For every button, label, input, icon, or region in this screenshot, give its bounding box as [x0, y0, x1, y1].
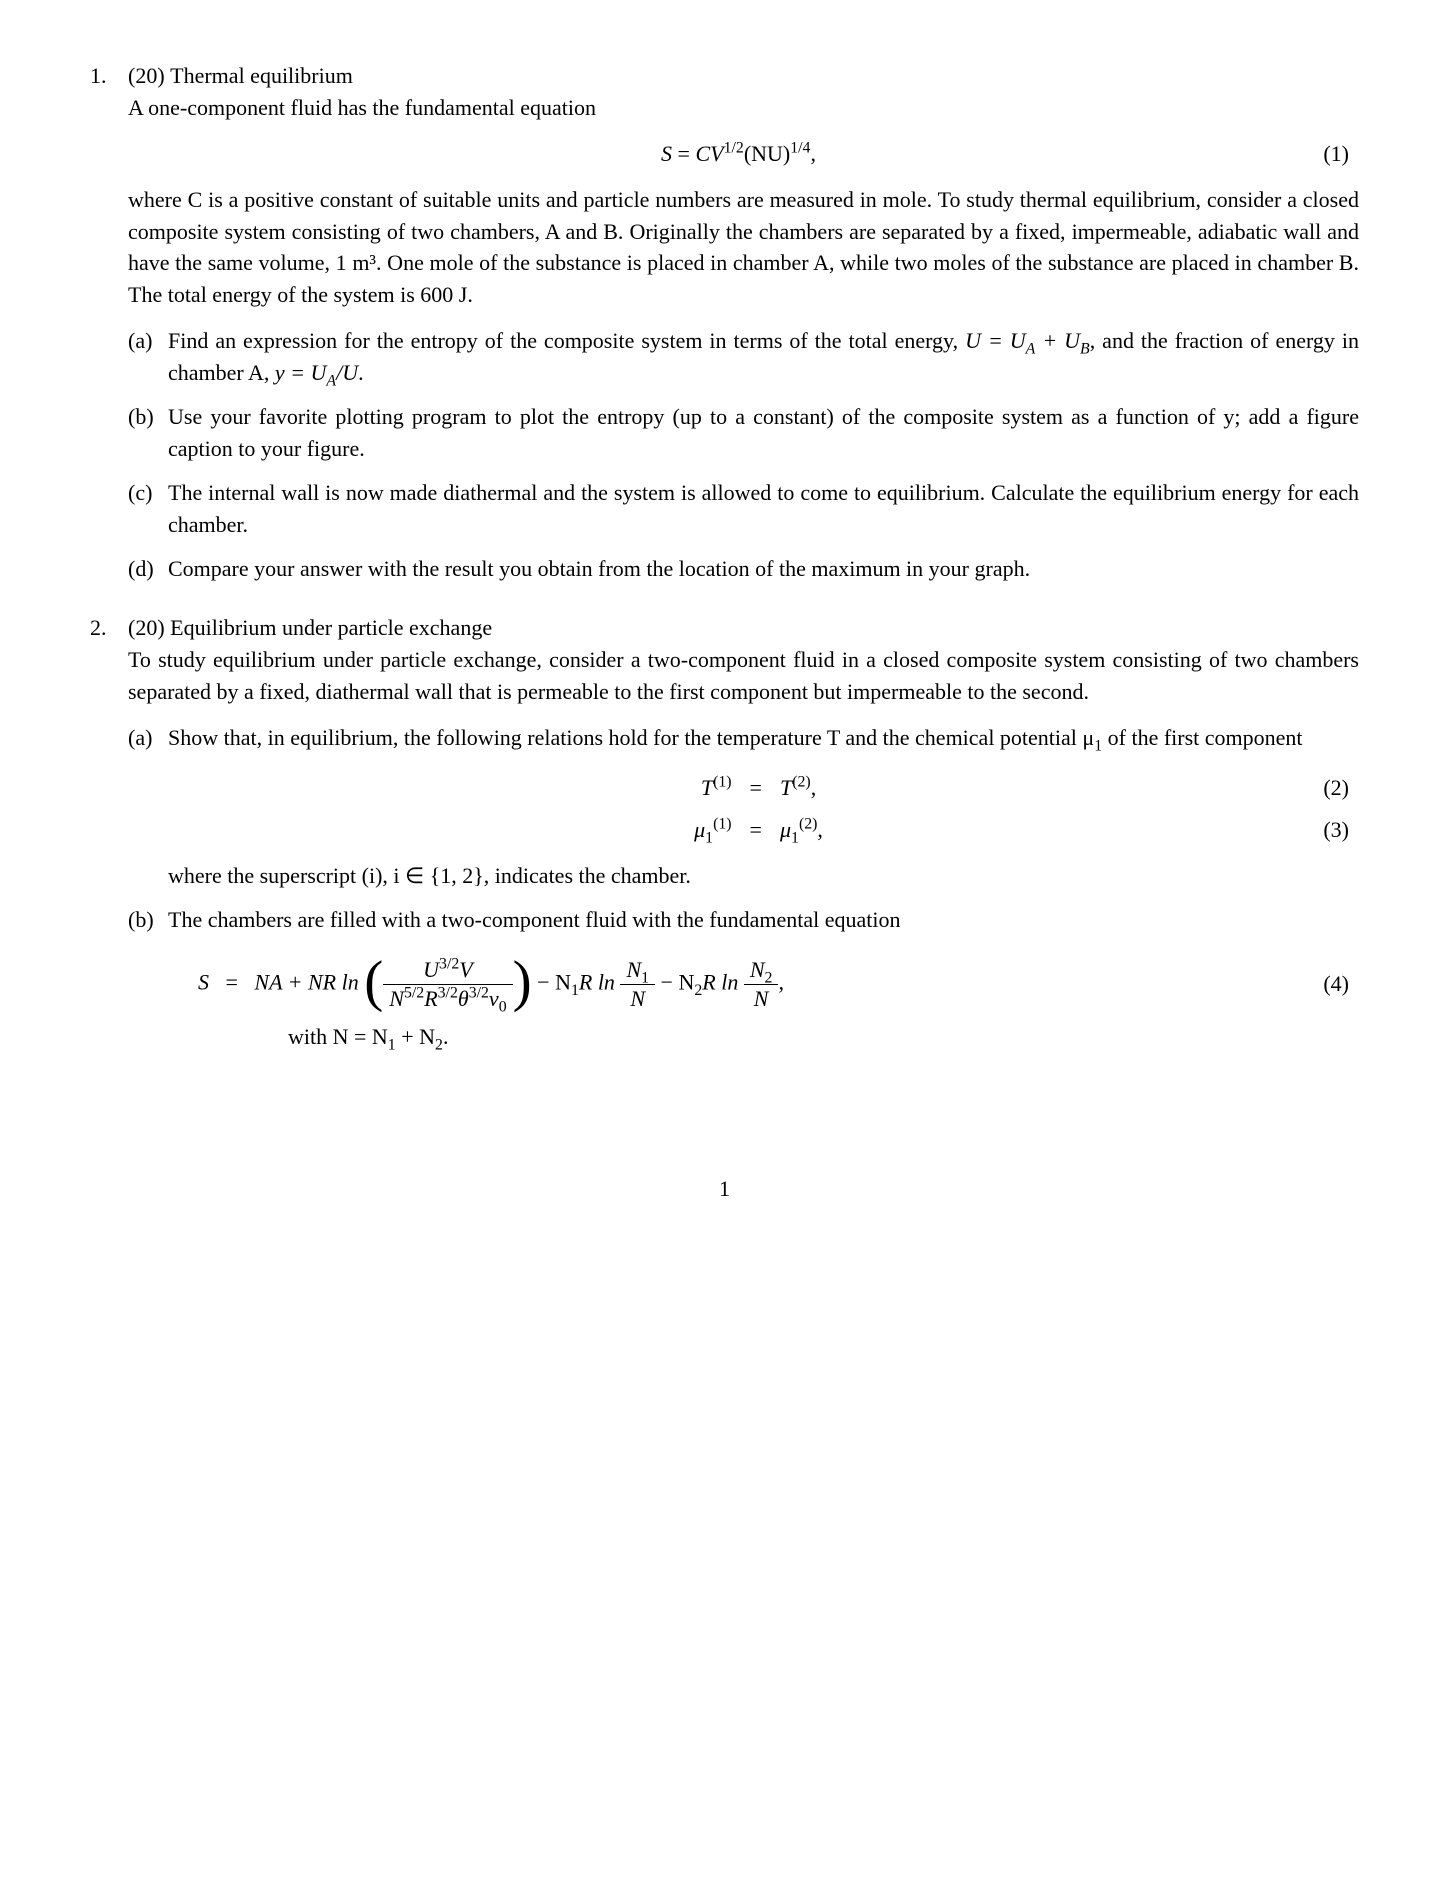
- equation-4: S = NA + NR ln ( U3/2V N5/2R3/2θ3/2v0 ) …: [168, 958, 1359, 1011]
- part-2a-label: (a): [128, 722, 168, 892]
- equation-1-math: S = CV1/2(NU)1/4,: [661, 138, 816, 170]
- problem-2-subparts: (a) Show that, in equilibrium, the follo…: [128, 722, 1359, 1053]
- part-a-label: (a): [128, 325, 168, 389]
- problem-2-para1: To study equilibrium under particle exch…: [128, 644, 1359, 708]
- part-2b-label: (b): [128, 904, 168, 1053]
- problem-1-part-c: (c) The internal wall is now made diathe…: [128, 477, 1359, 541]
- problem-1: 1. (20) Thermal equilibrium A one-compon…: [90, 60, 1359, 584]
- equation-2-number: (2): [823, 772, 1349, 804]
- problem-1-intro: A one-component fluid has the fundamenta…: [128, 92, 1359, 124]
- problem-2: 2. (20) Equilibrium under particle excha…: [90, 612, 1359, 1052]
- problem-1-body: A one-component fluid has the fundamenta…: [128, 92, 1359, 311]
- part-2a-trailer: where the superscript (i), i ∈ {1, 2}, i…: [168, 860, 1359, 892]
- problem-2-part-b: (b) The chambers are filled with a two-c…: [128, 904, 1359, 1053]
- problem-2-part-a: (a) Show that, in equilibrium, the follo…: [128, 722, 1359, 892]
- part-2a-text: Show that, in equilibrium, the following…: [168, 722, 1359, 892]
- problem-1-part-a: (a) Find an expression for the entropy o…: [128, 325, 1359, 389]
- problem-1-number: 1.: [90, 60, 128, 92]
- part-c-text: The internal wall is now made diathermal…: [168, 477, 1359, 541]
- part-c-label: (c): [128, 477, 168, 541]
- problem-1-points: (20): [128, 60, 165, 92]
- part-2b-text: The chambers are filled with a two-compo…: [168, 904, 1359, 1053]
- problem-1-title: Thermal equilibrium: [170, 60, 353, 92]
- equation-4-number: (4): [784, 968, 1359, 1000]
- problem-2-header: 2. (20) Equilibrium under particle excha…: [90, 612, 1359, 644]
- problem-1-subparts: (a) Find an expression for the entropy o…: [128, 325, 1359, 584]
- equation-4-withline: with N = N1 + N2.: [288, 1021, 1359, 1053]
- problem-2-number: 2.: [90, 612, 128, 644]
- equation-2-3-block: T(1) = T(2), μ1(1) = μ1(2),: [168, 772, 1359, 846]
- equation-3-number: (3): [823, 814, 1349, 846]
- part-d-label: (d): [128, 553, 168, 585]
- problem-1-para2: where C is a positive constant of suitab…: [128, 184, 1359, 312]
- part-d-text: Compare your answer with the result you …: [168, 553, 1359, 585]
- equation-4-math: S = NA + NR ln ( U3/2V N5/2R3/2θ3/2v0 ) …: [198, 958, 784, 1011]
- problem-1-header: 1. (20) Thermal equilibrium: [90, 60, 1359, 92]
- problem-1-part-b: (b) Use your favorite plotting program t…: [128, 401, 1359, 465]
- equation-2-3-align: T(1) = T(2), μ1(1) = μ1(2),: [694, 772, 823, 846]
- problem-2-title: Equilibrium under particle exchange: [170, 612, 492, 644]
- equation-1: S = CV1/2(NU)1/4, (1): [128, 138, 1359, 170]
- equation-1-number: (1): [816, 138, 1359, 170]
- part-a-text: Find an expression for the entropy of th…: [168, 325, 1359, 389]
- part-b-text: Use your favorite plotting program to pl…: [168, 401, 1359, 465]
- problem-2-points: (20): [128, 612, 165, 644]
- problem-2-body: To study equilibrium under particle exch…: [128, 644, 1359, 708]
- problem-1-part-d: (d) Compare your answer with the result …: [128, 553, 1359, 585]
- page-number: 1: [90, 1173, 1359, 1205]
- part-b-label: (b): [128, 401, 168, 465]
